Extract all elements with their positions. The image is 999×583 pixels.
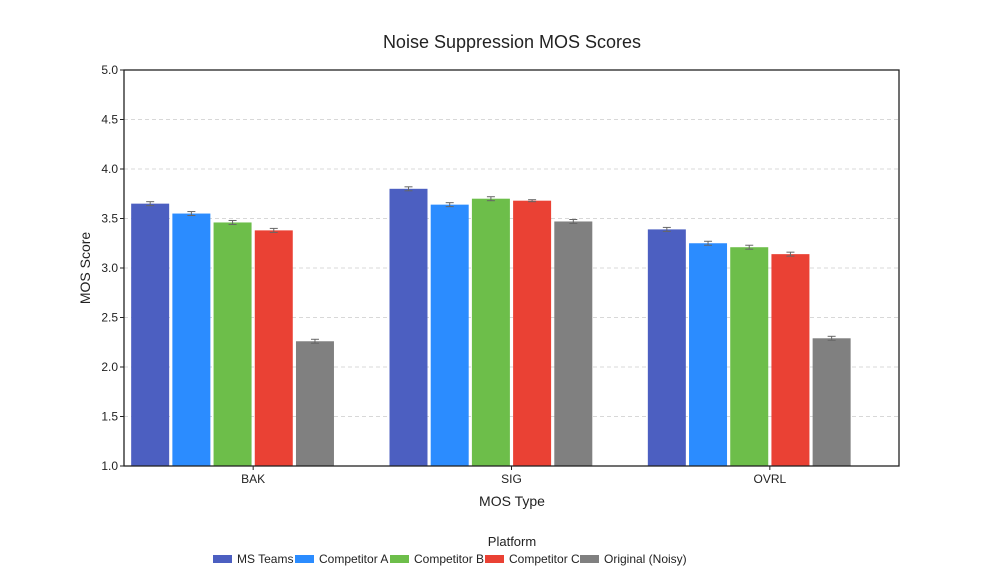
y-tick-label: 1.0 <box>101 459 118 473</box>
bar-competitor-c-bak <box>254 230 293 466</box>
legend-label: Competitor B <box>414 552 484 566</box>
bar-competitor-a-bak <box>172 213 211 466</box>
error-bar <box>445 202 454 208</box>
legend-swatch <box>485 555 504 563</box>
bar-competitor-c-ovrl <box>771 254 810 466</box>
y-tick-label: 3.0 <box>101 261 118 275</box>
legend-label: Original (Noisy) <box>604 552 687 566</box>
legend-swatch <box>213 555 232 563</box>
error-bar <box>827 335 836 341</box>
legend-item[interactable]: Original (Noisy) <box>580 552 687 566</box>
bar-competitor-b-sig <box>471 198 510 466</box>
y-tick-label: 1.5 <box>101 410 118 424</box>
error-bar <box>228 219 237 225</box>
error-bar <box>486 196 495 202</box>
bar-original-noisy--bak <box>295 341 334 466</box>
error-bar <box>187 211 196 217</box>
x-tick-label: SIG <box>501 472 522 486</box>
x-tick-label: BAK <box>241 472 265 486</box>
y-tick-label: 2.5 <box>101 311 118 325</box>
chart-title: Noise Suppression MOS Scores <box>383 32 641 52</box>
x-axis-label: MOS Type <box>479 493 545 509</box>
legend-item[interactable]: Competitor C <box>485 552 580 566</box>
error-bar <box>528 199 537 203</box>
y-tick-label: 4.5 <box>101 113 118 127</box>
bar-ms-teams-sig <box>389 188 428 467</box>
bar-competitor-b-ovrl <box>730 247 769 466</box>
y-tick-label: 5.0 <box>101 63 118 77</box>
legend-item[interactable]: Competitor B <box>390 552 484 566</box>
bar-ms-teams-bak <box>131 203 170 466</box>
error-bar <box>269 227 278 233</box>
legend-title: Platform <box>488 534 536 549</box>
bar-competitor-b-bak <box>213 222 252 466</box>
legend-label: Competitor C <box>509 552 580 566</box>
x-tick-label: OVRL <box>753 472 786 486</box>
error-bar <box>786 251 795 257</box>
bar-competitor-a-sig <box>430 204 469 466</box>
error-bar <box>662 226 671 232</box>
error-bar <box>704 240 713 246</box>
error-bar <box>745 244 754 250</box>
bar-original-noisy--sig <box>554 221 593 466</box>
error-bar <box>404 186 413 192</box>
error-bar <box>569 218 578 224</box>
legend-swatch <box>295 555 314 563</box>
y-tick-label: 3.5 <box>101 212 118 226</box>
legend-swatch <box>580 555 599 563</box>
legend-item[interactable]: MS Teams <box>213 552 293 566</box>
legend-label: Competitor A <box>319 552 388 566</box>
y-tick-label: 4.0 <box>101 162 118 176</box>
error-bar <box>146 201 155 207</box>
legend-label: MS Teams <box>237 552 293 566</box>
bar-original-noisy--ovrl <box>812 338 851 466</box>
bar-ms-teams-ovrl <box>647 229 686 466</box>
bar-competitor-a-ovrl <box>689 243 728 466</box>
legend-item[interactable]: Competitor A <box>295 552 388 566</box>
y-axis-label: MOS Score <box>77 232 93 305</box>
legend-swatch <box>390 555 409 563</box>
error-bar <box>310 338 319 344</box>
bar-competitor-c-sig <box>513 200 552 466</box>
y-tick-label: 2.0 <box>101 360 118 374</box>
